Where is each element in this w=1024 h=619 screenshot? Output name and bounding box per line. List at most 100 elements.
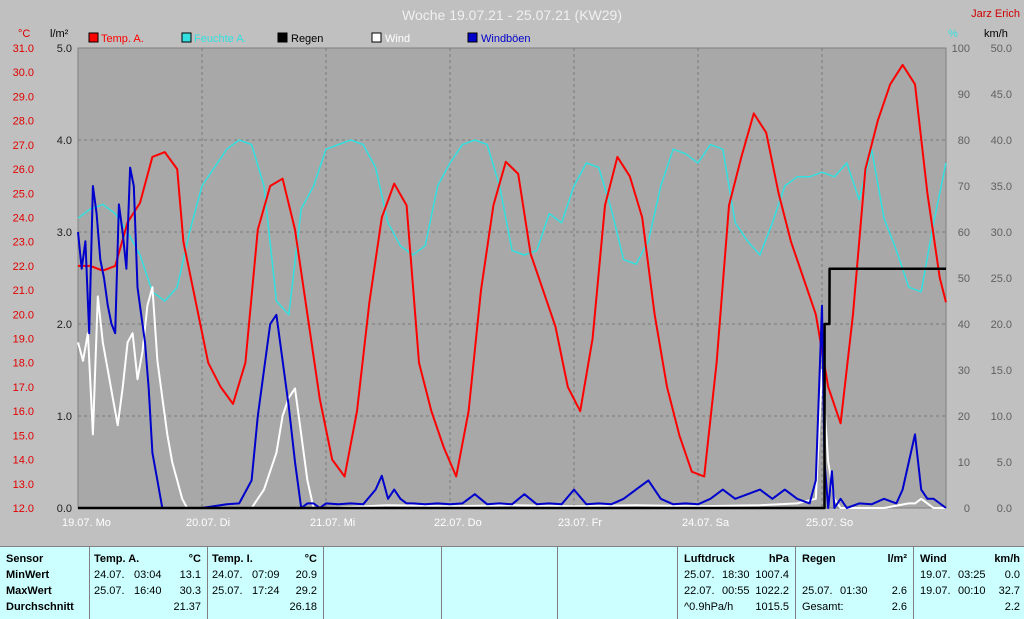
temp-a-max-value: 30.3 (179, 585, 201, 597)
wind-tick-label: 20.0 (991, 319, 1012, 331)
pressure-max-value: 1022.2 (755, 585, 789, 597)
rain-max-time: 01:30 (840, 585, 868, 597)
legend: Temp. A. Feuchte A. Regen Wind Windböen (88, 32, 531, 45)
legend-label-wind: Wind (385, 33, 410, 45)
plot-area (77, 47, 947, 509)
humidity-tick-label: 20 (958, 411, 970, 423)
pressure-min-time: 18:30 (722, 569, 750, 581)
rain-tick-label: 0.0 (57, 503, 72, 515)
rain-header: Regen (802, 553, 836, 565)
humidity-tick-label: 40 (958, 319, 970, 331)
series-line-windb-en (77, 166, 947, 509)
temp-i-min-time: 07:09 (252, 569, 280, 581)
wind-max-time: 00:10 (958, 585, 986, 597)
x-tick-label: 24.07. Sa (682, 517, 730, 529)
wind-tick-label: 45.0 (991, 89, 1012, 101)
rain-unit: l/m² (887, 553, 907, 565)
rain-max-value: 2.6 (891, 585, 907, 597)
temp-tick-label: 27.0 (13, 140, 34, 152)
humidity-tick-label: 0 (964, 503, 970, 515)
temp-tick-label: 23.0 (13, 237, 34, 249)
pressure-min-value: 1007.4 (755, 569, 789, 581)
grid-lines (78, 48, 946, 508)
pressure-unit: hPa (768, 553, 789, 565)
pressure-min-date: 25.07. (684, 569, 715, 581)
legend-swatch-gusts (467, 32, 478, 43)
author-label: Jarz Erich (971, 8, 1020, 20)
pressure-header: Luftdruck (684, 553, 735, 565)
temp-i-header: Temp. I. (212, 553, 253, 565)
rain-tick-label: 4.0 (57, 135, 72, 147)
temp-a-max-date: 25.07. (94, 585, 125, 597)
wind-max-value: 32.7 (998, 585, 1020, 597)
legend-label-humidity: Feuchte A. (194, 33, 247, 45)
temp-tick-label: 30.0 (13, 67, 34, 79)
series-line-regen (78, 267, 946, 510)
wind-min-date: 19.07. (920, 569, 951, 581)
series-line-temp-a (78, 63, 947, 478)
temp-tick-label: 20.0 (13, 309, 34, 321)
legend-swatch-rain (277, 32, 288, 43)
wind-tick-label: 0.0 (997, 503, 1012, 515)
temp-i-max-date: 25.07. (212, 585, 243, 597)
legend-swatch-wind (371, 32, 382, 43)
rain-tick-label: 3.0 (57, 227, 72, 239)
wind-tick-label: 25.0 (991, 273, 1012, 285)
temp-i-max-time: 17:24 (252, 585, 280, 597)
sensor-header: Sensor (6, 553, 44, 565)
temp-a-min-date: 24.07. (94, 569, 125, 581)
pressure-max-date: 22.07. (684, 585, 715, 597)
temp-tick-label: 17.0 (13, 382, 34, 394)
stats-col-wind: Wind km/h 19.07. 03:25 0.0 19.07. 00:10 … (914, 547, 1024, 619)
ticks-layer: 31.0 30.0 29.0 28.0 27.0 26.0 25.0 24.0 23.0 22.0… (13, 43, 1012, 529)
wind-avg: 2.2 (1004, 601, 1020, 613)
x-tick-label: 22.07. Do (434, 517, 482, 529)
wind-tick-label: 50.0 (991, 43, 1012, 55)
row-label-min: MinWert (6, 569, 50, 581)
temp-tick-label: 21.0 (13, 285, 34, 297)
temp-tick-label: 29.0 (13, 91, 34, 103)
wind-unit: km/h (994, 553, 1020, 565)
wind-tick-label: 5.0 (997, 457, 1012, 469)
series-layer (77, 63, 947, 510)
x-tick-label: 20.07. Di (186, 517, 230, 529)
stats-col-empty-2 (442, 547, 558, 619)
temp-a-unit: °C (188, 553, 201, 565)
wind-min-time: 03:25 (958, 569, 986, 581)
stats-table: Sensor MinWert MaxWert Durchschnitt Temp… (0, 546, 1024, 619)
wind-tick-label: 15.0 (991, 365, 1012, 377)
temp-tick-label: 14.0 (13, 455, 34, 467)
temp-a-max-time: 16:40 (134, 585, 162, 597)
weather-chart: 31.0 30.0 29.0 28.0 27.0 26.0 25.0 24.0 23.0 22.0… (13, 7, 1020, 529)
humidity-tick-label: 30 (958, 365, 970, 377)
humidity-tick-label: 90 (958, 89, 970, 101)
rain-total: 2.6 (891, 601, 907, 613)
x-tick-label: 23.07. Fr (558, 517, 602, 529)
temp-tick-label: 16.0 (13, 406, 34, 418)
temp-i-avg: 26.18 (289, 601, 317, 613)
temp-tick-label: 28.0 (13, 116, 34, 128)
row-label-max: MaxWert (6, 585, 52, 597)
temp-tick-label: 12.0 (13, 503, 34, 515)
humidity-tick-label: 10 (958, 457, 970, 469)
temp-a-header: Temp. A. (94, 553, 140, 565)
temp-i-unit: °C (304, 553, 317, 565)
temp-unit-label: °C (18, 28, 30, 40)
pressure-trend-label: ^0.9hPa/h (684, 601, 734, 613)
legend-label-temp: Temp. A. (101, 33, 144, 45)
temp-tick-label: 24.0 (13, 212, 34, 224)
wind-tick-label: 40.0 (991, 135, 1012, 147)
x-tick-label: 25.07. So (806, 517, 853, 529)
temp-a-min-value: 13.1 (179, 569, 201, 581)
humidity-tick-label: 100 (952, 43, 970, 55)
humidity-tick-label: 80 (958, 135, 970, 147)
temp-tick-label: 26.0 (13, 164, 34, 176)
rain-tick-label: 5.0 (57, 43, 72, 55)
rain-tick-label: 2.0 (57, 319, 72, 331)
legend-swatch-humidity (181, 32, 192, 43)
rain-tick-label: 1.0 (57, 411, 72, 423)
row-label-avg: Durchschnitt (6, 601, 74, 613)
stats-col-empty-3 (558, 547, 678, 619)
stats-col-pressure: Luftdruck hPa 25.07. 18:30 1007.4 22.07.… (678, 547, 796, 619)
temp-tick-label: 25.0 (13, 188, 34, 200)
